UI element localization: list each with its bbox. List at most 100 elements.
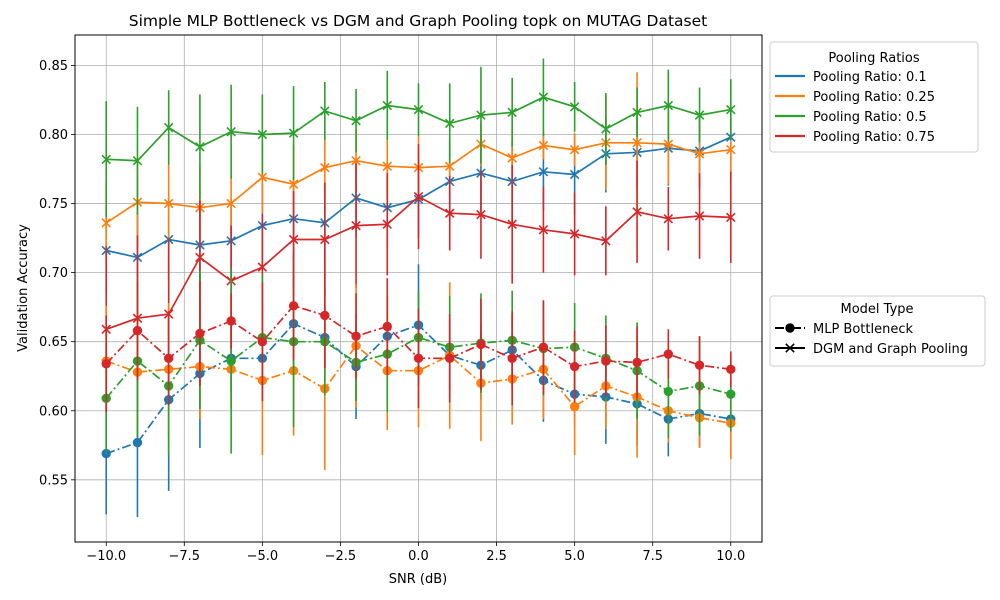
legend-entry-ratio-0.75: Pooling Ratio: 0.75 bbox=[775, 130, 935, 145]
data-point bbox=[663, 100, 674, 111]
data-point bbox=[163, 198, 174, 209]
y-axis: 0.55 0.60 0.65 0.70 0.75 0.80 0.85 bbox=[39, 59, 75, 488]
x-axis-label: SNR (dB) bbox=[389, 572, 447, 587]
series-line bbox=[105, 336, 732, 399]
data-point bbox=[444, 161, 455, 172]
data-point bbox=[382, 219, 393, 230]
x-tick-label: 2.5 bbox=[486, 549, 507, 564]
y-tick-label: 0.75 bbox=[39, 197, 68, 212]
legend-label: MLP Bottleneck bbox=[813, 322, 913, 337]
data-point bbox=[288, 128, 299, 138]
data-point bbox=[226, 316, 236, 326]
data-point bbox=[413, 353, 424, 363]
data-point bbox=[538, 342, 549, 352]
data-point bbox=[257, 262, 268, 272]
data-point bbox=[382, 161, 393, 172]
data-point bbox=[569, 144, 580, 155]
data-point bbox=[663, 139, 674, 149]
data-point bbox=[601, 124, 611, 134]
data-point bbox=[569, 229, 580, 239]
data-point bbox=[413, 191, 424, 202]
y-tick-label: 0.70 bbox=[39, 266, 68, 281]
data-point bbox=[538, 140, 549, 151]
x-tick-label: −7.5 bbox=[169, 549, 201, 564]
data-point bbox=[632, 137, 642, 148]
data-point bbox=[538, 167, 549, 177]
data-point bbox=[726, 212, 736, 223]
data-point bbox=[507, 153, 517, 163]
data-point bbox=[226, 126, 236, 137]
y-tick-label: 0.65 bbox=[39, 335, 68, 350]
data-point bbox=[163, 353, 174, 363]
data-point bbox=[132, 155, 143, 166]
data-point bbox=[663, 213, 674, 224]
data-point bbox=[632, 207, 642, 217]
data-point bbox=[320, 234, 330, 245]
legend-entry-model-dgm: DGM and Graph Pooling bbox=[775, 342, 968, 357]
data-point bbox=[195, 328, 205, 339]
x-tick-label: 0.0 bbox=[408, 549, 429, 564]
data-point bbox=[226, 356, 236, 366]
data-point bbox=[351, 155, 361, 166]
data-point bbox=[663, 349, 674, 359]
y-tick-label: 0.55 bbox=[39, 473, 68, 488]
legend-label: Pooling Ratio: 0.75 bbox=[813, 130, 935, 145]
legend-entry-ratio-0.1: Pooling Ratio: 0.1 bbox=[775, 70, 927, 85]
data-point bbox=[226, 198, 236, 209]
legend-entry-ratio-0.25: Pooling Ratio: 0.25 bbox=[775, 90, 935, 105]
data-point bbox=[632, 357, 642, 368]
data-point bbox=[601, 356, 611, 366]
data-point bbox=[601, 236, 611, 246]
data-point bbox=[694, 149, 705, 159]
data-point bbox=[445, 353, 455, 363]
data-point bbox=[476, 339, 486, 350]
legend-frame bbox=[769, 41, 979, 153]
data-point bbox=[476, 110, 486, 120]
data-point bbox=[288, 234, 299, 245]
legend-label: Pooling Ratio: 0.1 bbox=[813, 70, 927, 85]
data-point bbox=[257, 129, 268, 140]
y-axis-label: Validation Accuracy bbox=[16, 224, 31, 352]
data-point bbox=[444, 118, 455, 129]
legend-frame bbox=[769, 295, 986, 367]
data-point bbox=[257, 172, 268, 183]
x-tick-label: 10.0 bbox=[716, 549, 745, 564]
data-point bbox=[476, 209, 486, 220]
data-point bbox=[351, 220, 361, 231]
x-tick-label: −2.5 bbox=[325, 549, 357, 564]
data-point bbox=[569, 361, 580, 372]
data-point bbox=[507, 219, 517, 230]
data-point bbox=[507, 107, 517, 118]
x-tick-label: 7.5 bbox=[642, 549, 663, 564]
data-point bbox=[132, 437, 143, 448]
data-point bbox=[101, 218, 111, 228]
data-point bbox=[195, 252, 205, 263]
data-point bbox=[413, 104, 424, 115]
y-tick-label: 0.80 bbox=[39, 128, 68, 143]
series-layer bbox=[101, 58, 736, 518]
legend-pooling-ratios: Pooling Ratios Pooling Ratio: 0.1 Pooling… bbox=[769, 41, 979, 153]
data-point bbox=[726, 389, 736, 399]
data-point bbox=[320, 162, 330, 173]
data-point bbox=[382, 100, 393, 111]
series-dgm-ratio-0.5 bbox=[101, 58, 736, 218]
data-point bbox=[694, 360, 705, 370]
data-point bbox=[288, 179, 299, 189]
legend-entry-ratio-0.5: Pooling Ratio: 0.5 bbox=[775, 110, 927, 125]
data-point bbox=[101, 154, 111, 165]
legend-marker bbox=[785, 343, 795, 353]
legend-entry-model-mlp: MLP Bottleneck bbox=[775, 322, 913, 337]
data-point bbox=[320, 310, 330, 321]
data-point bbox=[569, 102, 580, 112]
x-tick-label: −5.0 bbox=[247, 549, 279, 564]
data-point bbox=[694, 211, 705, 221]
data-point bbox=[444, 208, 455, 218]
legend-label: Pooling Ratio: 0.25 bbox=[813, 90, 935, 105]
data-point bbox=[351, 331, 361, 341]
data-point bbox=[163, 122, 174, 133]
data-point bbox=[726, 144, 736, 155]
data-point bbox=[351, 115, 361, 126]
data-point bbox=[538, 92, 549, 102]
data-point bbox=[694, 110, 705, 120]
